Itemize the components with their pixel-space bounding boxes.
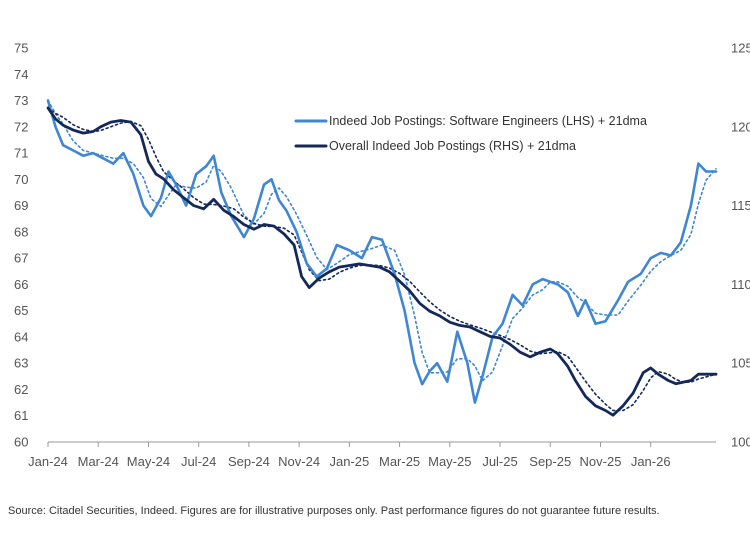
y-left-tick-label: 74 [14, 67, 28, 82]
y-left-tick-label: 68 [14, 224, 28, 239]
y-left-tick-label: 61 [14, 408, 28, 423]
series-line-software-engineers [46, 99, 718, 404]
y-left-tick-label: 67 [14, 251, 28, 266]
y-left-tick-label: 71 [14, 146, 28, 161]
y-left-tick-label: 64 [14, 329, 28, 344]
x-tick-label: Nov-25 [580, 454, 622, 469]
x-tick-label: May-24 [127, 454, 170, 469]
legend: Indeed Job Postings: Software Engineers … [294, 114, 647, 153]
series-21dma-line [47, 107, 717, 412]
y-left-tick-label: 72 [14, 119, 28, 134]
legend-label-overall-postings: Overall Indeed Job Postings (RHS) + 21dm… [329, 139, 576, 153]
x-tick-label: Nov-24 [278, 454, 320, 469]
y-left-tick-label: 75 [14, 41, 28, 56]
y-left-tick-label: 60 [14, 435, 28, 450]
y-left-tick-label: 70 [14, 172, 28, 187]
left-axis-ticks: 60 61 62 63 64 65 66 67 68 69 70 71 72 73 74 75 [14, 41, 28, 450]
y-right-tick-label: 110 [731, 277, 750, 292]
y-right-tick-label: 120 [731, 119, 750, 134]
y-left-tick-label: 73 [14, 93, 28, 108]
x-tick-label: Sep-24 [228, 454, 270, 469]
x-tick-label: Mar-25 [379, 454, 420, 469]
source-note: Source: Citadel Securities, Indeed. Figu… [8, 505, 660, 517]
x-tick-label: Sep-25 [529, 454, 571, 469]
right-axis-ticks: 100 105 110 115 120 125 [731, 41, 750, 450]
y-right-tick-label: 100 [731, 435, 750, 450]
x-tick-label: May-25 [428, 454, 471, 469]
legend-label-software-engineers: Indeed Job Postings: Software Engineers … [329, 114, 647, 128]
x-tick-label: Jul-25 [482, 454, 517, 469]
series-layer [46, 99, 718, 417]
y-left-tick-label: 65 [14, 303, 28, 318]
y-left-tick-label: 62 [14, 382, 28, 397]
x-tick-label: Mar-24 [78, 454, 119, 469]
y-left-tick-label: 63 [14, 356, 28, 371]
x-tick-label: Jul-24 [181, 454, 216, 469]
y-right-tick-label: 125 [731, 41, 750, 56]
y-right-tick-label: 115 [731, 198, 750, 213]
y-left-tick-label: 66 [14, 277, 28, 292]
y-right-tick-label: 105 [731, 356, 750, 371]
y-left-tick-label: 69 [14, 198, 28, 213]
x-tick-label: Jan-26 [631, 454, 671, 469]
series-line-overall-postings [46, 106, 718, 417]
x-tick-label: Jan-24 [28, 454, 68, 469]
x-axis-ticks: Jan-24 Mar-24 May-24 Jul-24 Sep-24 Nov-24 Jan-… [28, 442, 671, 469]
x-tick-label: Jan-25 [329, 454, 369, 469]
